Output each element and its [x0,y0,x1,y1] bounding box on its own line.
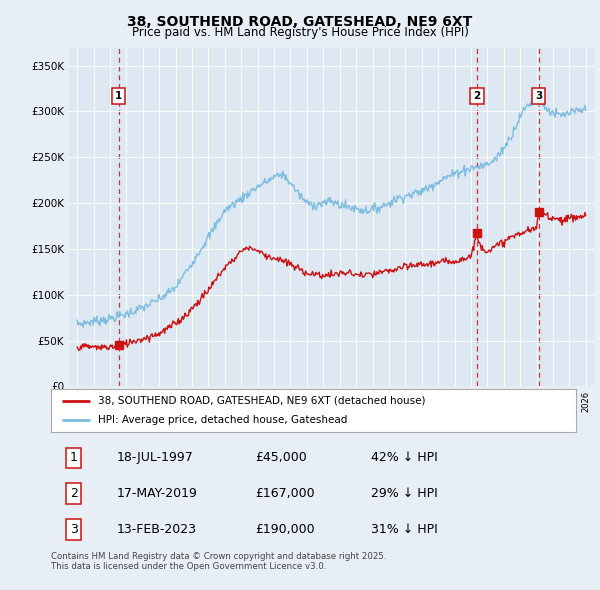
Text: 2: 2 [70,487,77,500]
Text: 31% ↓ HPI: 31% ↓ HPI [371,523,438,536]
Text: 2: 2 [473,91,481,101]
Text: 29% ↓ HPI: 29% ↓ HPI [371,487,438,500]
Text: 38, SOUTHEND ROAD, GATESHEAD, NE9 6XT (detached house): 38, SOUTHEND ROAD, GATESHEAD, NE9 6XT (d… [98,396,426,406]
Text: 13-FEB-2023: 13-FEB-2023 [116,523,197,536]
Text: 18-JUL-1997: 18-JUL-1997 [116,451,193,464]
Text: 3: 3 [70,523,77,536]
Text: 38, SOUTHEND ROAD, GATESHEAD, NE9 6XT: 38, SOUTHEND ROAD, GATESHEAD, NE9 6XT [127,15,473,29]
Text: 42% ↓ HPI: 42% ↓ HPI [371,451,438,464]
Text: 1: 1 [70,451,77,464]
Text: 1: 1 [115,91,122,101]
Text: £167,000: £167,000 [256,487,316,500]
Text: 17-MAY-2019: 17-MAY-2019 [116,487,197,500]
Text: £190,000: £190,000 [256,523,316,536]
Text: Contains HM Land Registry data © Crown copyright and database right 2025.
This d: Contains HM Land Registry data © Crown c… [51,552,386,571]
Text: £45,000: £45,000 [256,451,308,464]
Text: HPI: Average price, detached house, Gateshead: HPI: Average price, detached house, Gate… [98,415,347,425]
Text: 3: 3 [535,91,542,101]
Text: Price paid vs. HM Land Registry's House Price Index (HPI): Price paid vs. HM Land Registry's House … [131,26,469,39]
